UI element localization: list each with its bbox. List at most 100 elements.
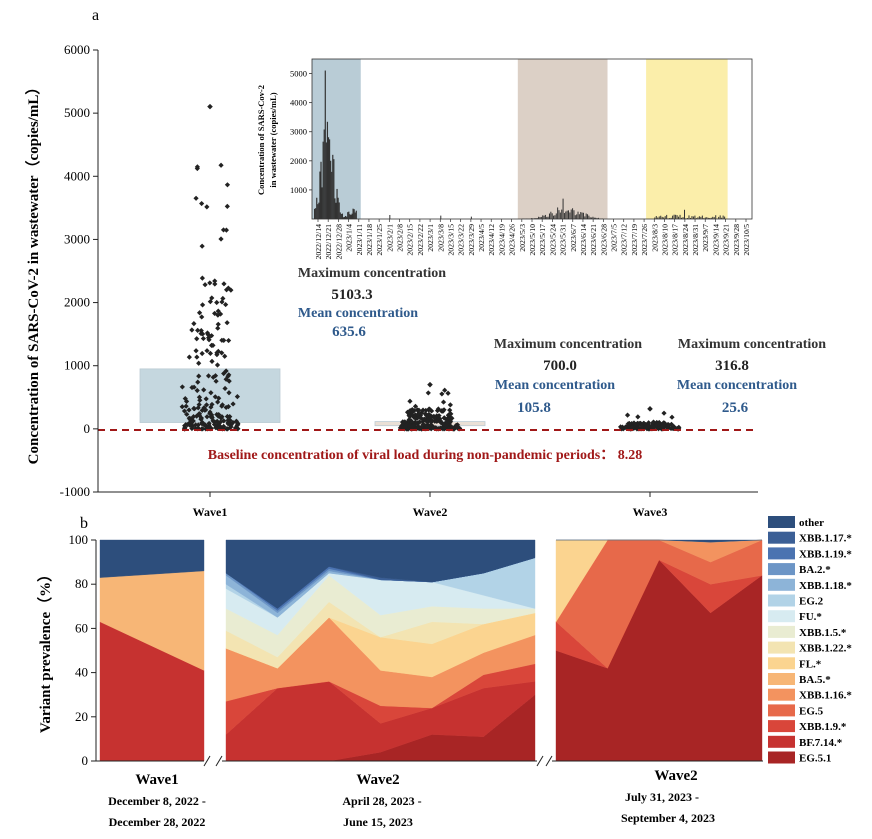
point-wave2 [439, 391, 445, 397]
inset-bar-wave1 [339, 212, 341, 219]
point-wave2 [409, 424, 415, 430]
point-wave1 [204, 204, 210, 210]
inset-bar-wave3 [678, 216, 680, 219]
point-wave2 [409, 408, 415, 414]
point-wave1 [225, 421, 231, 427]
point-wave2 [407, 422, 413, 428]
inset-bar-wave1 [330, 160, 332, 219]
inset-bar-wave2 [592, 216, 594, 219]
point-wave1 [225, 285, 231, 291]
point-wave1 [209, 358, 215, 364]
inset-bar-wave3 [700, 216, 702, 219]
point-wave1 [194, 165, 200, 172]
inset-x-tick-label: 2023/1/18 [365, 224, 374, 256]
point-wave2 [400, 422, 406, 428]
point-wave1 [214, 350, 220, 356]
inset-bar-wave2 [544, 214, 546, 219]
point-wave1 [199, 302, 206, 308]
inset-bar-wave1 [331, 171, 333, 219]
point-wave3 [638, 426, 644, 432]
point-wave3 [635, 414, 641, 420]
inset-bar-wave3 [669, 218, 671, 219]
point-wave1 [215, 312, 221, 318]
point-wave2 [447, 418, 454, 425]
point-wave1 [207, 280, 213, 286]
inset-bar-wave3 [688, 215, 690, 219]
inset-bar-wave3 [692, 216, 694, 219]
inset-bar-wave3 [661, 216, 663, 219]
point-wave1 [199, 421, 205, 427]
point-wave1 [227, 417, 233, 423]
b-y-tick-label: 100 [69, 532, 89, 547]
point-wave1 [184, 411, 190, 417]
inset-bar-wave3 [676, 215, 678, 219]
x-tick-label: Wave3 [633, 505, 668, 519]
inset-bars [314, 70, 726, 219]
inset-bar-wave2 [574, 215, 576, 219]
point-wave1 [190, 423, 196, 429]
point-wave3 [633, 421, 639, 427]
inset-bar-wave3 [658, 216, 660, 219]
point-wave1 [224, 320, 230, 326]
point-wave2 [425, 390, 431, 396]
axis-break-1a [203, 755, 211, 767]
inset-y-tick-label: 2000 [290, 156, 307, 166]
point-wave1 [191, 406, 198, 412]
inset-bar-wave3 [673, 214, 675, 219]
legend-swatch [768, 751, 795, 764]
inset-bar-wave3 [704, 217, 706, 219]
point-wave2 [425, 413, 431, 420]
inset-bar-wave1 [337, 197, 339, 219]
wave1-mean-value: 635.6 [332, 324, 366, 340]
inset-bar-wave1 [322, 141, 324, 219]
wave-date-1b: December 28, 2022 [109, 815, 206, 829]
point-wave1 [201, 387, 207, 393]
point-wave1 [228, 424, 234, 430]
panel-b-ylabel: Variant prevalence（%） [36, 567, 54, 733]
inset-bar-wave2 [562, 198, 564, 219]
point-wave1 [215, 399, 221, 405]
point-wave1 [183, 398, 190, 404]
point-wave1 [222, 353, 228, 359]
point-wave1 [205, 424, 212, 430]
point-wave1 [199, 200, 205, 207]
point-wave1 [187, 422, 193, 428]
inset-x-tick-label: 2023/2/22 [416, 224, 425, 256]
point-wave1 [208, 404, 214, 410]
point-wave1 [194, 354, 200, 360]
inset-bar-wave2 [596, 218, 598, 219]
inset-bar-wave2 [565, 211, 567, 219]
wave3-max-label: Maximum concentration [678, 337, 826, 352]
point-wave2 [435, 406, 441, 412]
point-wave1 [189, 327, 195, 333]
inset-bar-wave2 [589, 217, 591, 219]
legend-label: FL.* [799, 658, 822, 670]
inset-bar-wave1 [326, 121, 329, 219]
y-tick-label: 5000 [64, 105, 90, 120]
inset-bar-wave3 [695, 218, 697, 219]
inset-bar-wave1 [324, 70, 326, 219]
inset-bar-wave2 [546, 216, 548, 219]
inset-x-tick-label: 2023/8/3 [650, 224, 659, 252]
inset-x-tick-label: 2022/12/21 [324, 224, 333, 260]
inset-bar-wave2 [570, 209, 572, 219]
y-tick-label: -1000 [60, 484, 90, 499]
point-wave2 [434, 418, 440, 425]
inset-bar-wave2 [585, 213, 587, 219]
legend-label: XBB.1.5.* [799, 627, 847, 639]
wave3-max-value: 316.8 [715, 358, 749, 374]
inset-bar-wave3 [719, 215, 721, 219]
point-wave2 [405, 426, 412, 432]
point-wave2 [445, 390, 451, 396]
point-wave2 [428, 422, 434, 428]
point-wave2 [431, 424, 437, 430]
point-wave1 [196, 373, 202, 379]
point-wave2 [441, 407, 447, 413]
inset-bar-wave3 [709, 218, 711, 219]
inset-bar-wave1 [325, 142, 327, 219]
point-wave2 [442, 387, 448, 393]
point-wave1 [223, 404, 229, 411]
point-wave1 [195, 405, 201, 411]
wave1-mean-label: Mean concentration [298, 306, 418, 321]
inset-bar-wave1 [338, 202, 340, 219]
